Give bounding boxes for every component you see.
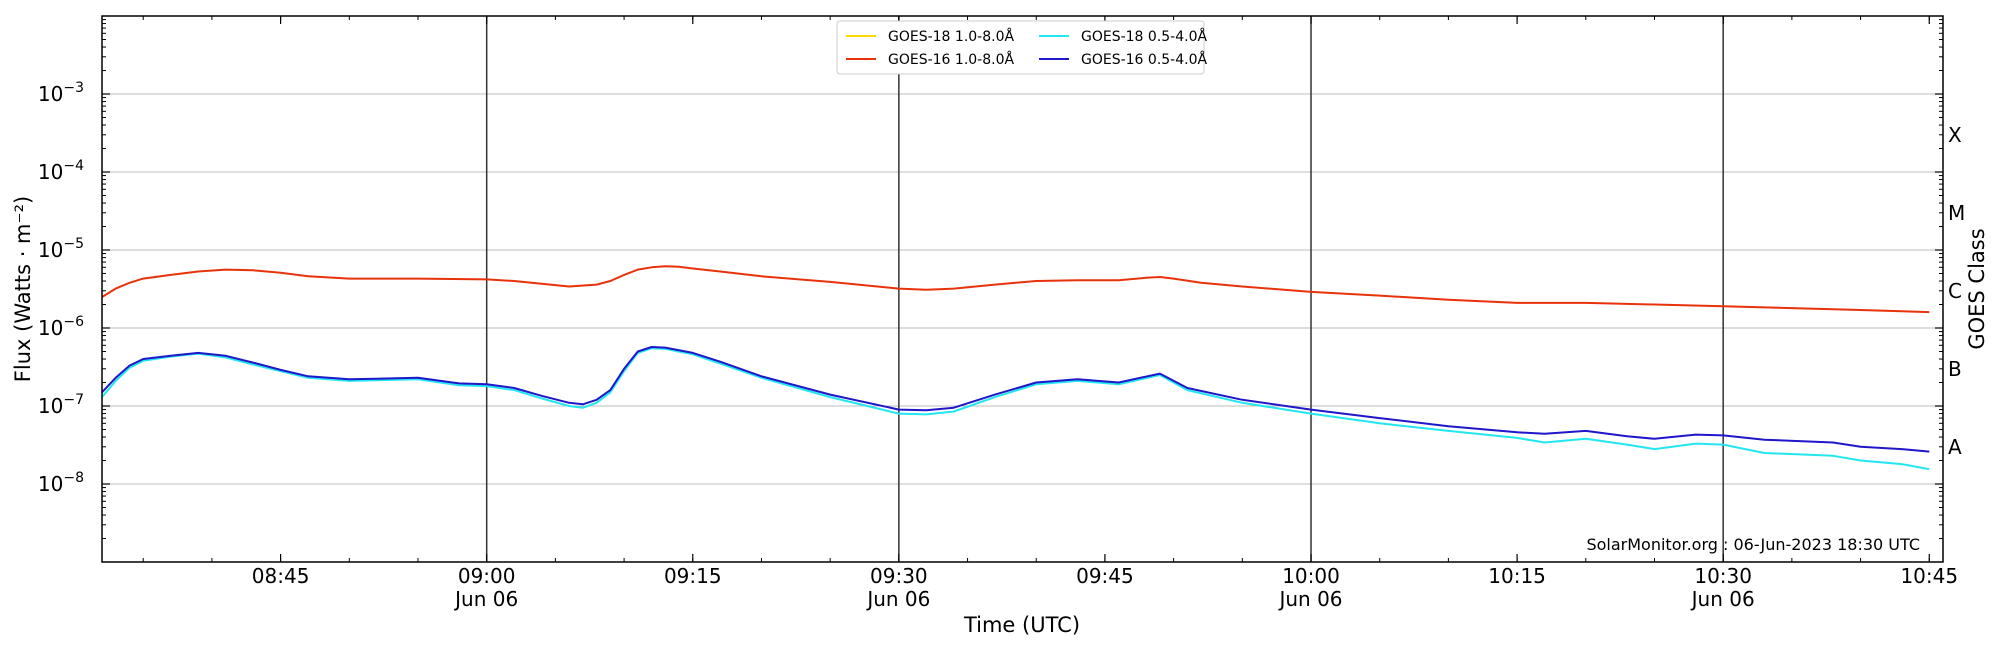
y-tick-base: 10 [38, 160, 63, 184]
x-tick-date-label: Jun 06 [1690, 587, 1755, 611]
y-tick-base: 10 [38, 394, 63, 418]
y-tick-base: 10 [38, 316, 63, 340]
y-tick-exponent: −8 [63, 470, 84, 486]
gridlines [102, 93, 1943, 485]
plot-frame [101, 15, 1944, 563]
y-tick-base: 10 [38, 238, 63, 262]
y-tick-exponent: −6 [63, 314, 84, 330]
legend: GOES-18 1.0-8.0Å GOES-18 0.5-4.0Å GOES-16 … [836, 20, 1207, 75]
y-tick-exponent: −7 [63, 392, 84, 408]
y-tick-label: 10−7 [38, 392, 84, 418]
series-line-3 [101, 346, 1930, 453]
y-tick-label: 10−8 [38, 470, 84, 496]
vertical-time-markers [485, 16, 1724, 562]
x-tick-label: 08:45 [252, 564, 310, 588]
x-tick-date-label: Jun 06 [865, 587, 930, 611]
y-tick-exponent: −4 [63, 158, 84, 174]
x-tick-label: 10:15 [1488, 564, 1546, 588]
credit-text: SolarMonitor.org : 06-Jun-2023 18:30 UTC [1586, 535, 1920, 554]
y-tick-base: 10 [38, 472, 63, 496]
goes-class-b-label: B [1948, 357, 1962, 381]
y-tick-exponent: −3 [63, 80, 84, 96]
legend-label-0: GOES-18 1.0-8.0Å [888, 28, 1014, 45]
y-tick-exponent: −5 [63, 236, 84, 252]
y-axis-label: Flux (Watts · m⁻²) [11, 196, 35, 382]
x-tick-label: 10:30 [1694, 564, 1752, 588]
x-tick-label: 09:45 [1076, 564, 1134, 588]
legend-label-1: GOES-16 1.0-8.0Å [888, 51, 1014, 68]
series-lines [101, 265, 1930, 471]
goes-class-m-label: M [1948, 201, 1965, 225]
y-tick-label: 10−3 [38, 80, 84, 106]
legend-label-2: GOES-18 0.5-4.0Å [1081, 28, 1207, 45]
x-tick-label: 09:30 [870, 564, 928, 588]
x-tick-date-label: Jun 06 [1277, 587, 1342, 611]
goes-class-labels: X M C B A [1948, 123, 1965, 459]
y-tick-label: 10−5 [38, 236, 84, 262]
goes-class-a-label: A [1948, 435, 1962, 459]
series-line-1 [101, 265, 1930, 314]
x-tick-label: 09:00 [458, 564, 516, 588]
x-tick-label: 10:00 [1282, 564, 1340, 588]
y-axis-ticks: 10−810−710−610−510−410−3 [38, 19, 1943, 540]
y-tick-base: 10 [38, 82, 63, 106]
goes-class-axis-label: GOES Class [1965, 228, 1989, 349]
goes-class-c-label: C [1948, 279, 1962, 303]
legend-label-3: GOES-16 0.5-4.0Å [1081, 51, 1207, 68]
goes-class-x-label: X [1948, 123, 1962, 147]
x-tick-label: 09:15 [664, 564, 722, 588]
x-tick-label: 10:45 [1900, 564, 1958, 588]
series-line-2 [101, 347, 1930, 471]
y-tick-label: 10−4 [38, 158, 84, 184]
x-tick-date-label: Jun 06 [453, 587, 518, 611]
x-axis-label: Time (UTC) [963, 613, 1080, 637]
legend-box [836, 20, 1205, 75]
y-tick-label: 10−6 [38, 314, 84, 340]
